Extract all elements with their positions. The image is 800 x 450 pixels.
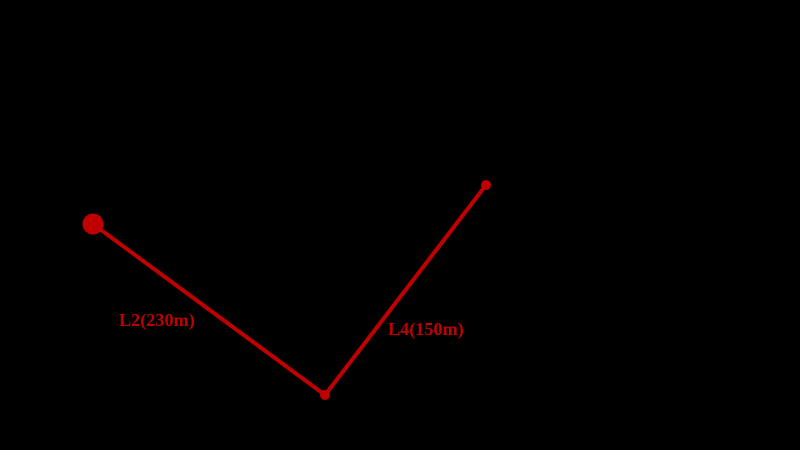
svg-text:L2(230m): L2(230m) [119,310,195,331]
svg-text:L4(150m): L4(150m) [388,319,464,340]
